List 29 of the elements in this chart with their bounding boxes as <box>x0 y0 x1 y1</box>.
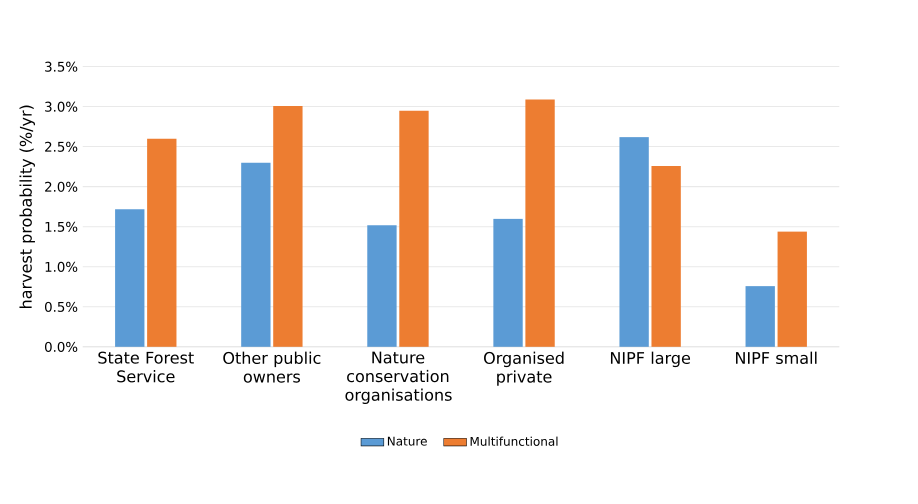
y-tick-label: 3.5% <box>45 61 78 72</box>
y-tick-label: 1.5% <box>46 222 78 232</box>
x-tick-label: Nature conservation organisations <box>345 351 452 404</box>
x-tick-label: Other public owners <box>223 351 320 383</box>
bar <box>241 162 271 347</box>
bar <box>115 209 144 347</box>
y-tick-label: 3.0% <box>45 102 78 112</box>
bar <box>746 286 775 347</box>
y-tick-label: 0.5% <box>45 302 78 312</box>
x-tick-label: State Forest Service <box>98 351 194 382</box>
bar <box>147 138 176 347</box>
y-axis-title: harvest probability (%/yr) <box>19 105 35 308</box>
bar <box>651 166 681 347</box>
bar <box>525 99 555 347</box>
legend-label: Multifunctional <box>470 436 558 446</box>
legend-label: Nature <box>388 436 427 446</box>
bar <box>493 218 523 347</box>
x-tick-label: Organised private <box>484 351 564 386</box>
y-tick-label: 2.0% <box>45 182 78 192</box>
x-tick-label: NIPF small <box>736 351 816 364</box>
y-tick-label: 0.0% <box>45 342 78 352</box>
bar <box>399 110 429 347</box>
x-tick-label: NIPF large <box>610 351 690 367</box>
bar <box>778 231 807 347</box>
y-tick-label: 2.5% <box>45 142 78 152</box>
y-tick-label: 1.0% <box>46 262 78 272</box>
bar <box>619 136 649 347</box>
bar <box>273 106 303 347</box>
bar <box>367 225 397 347</box>
